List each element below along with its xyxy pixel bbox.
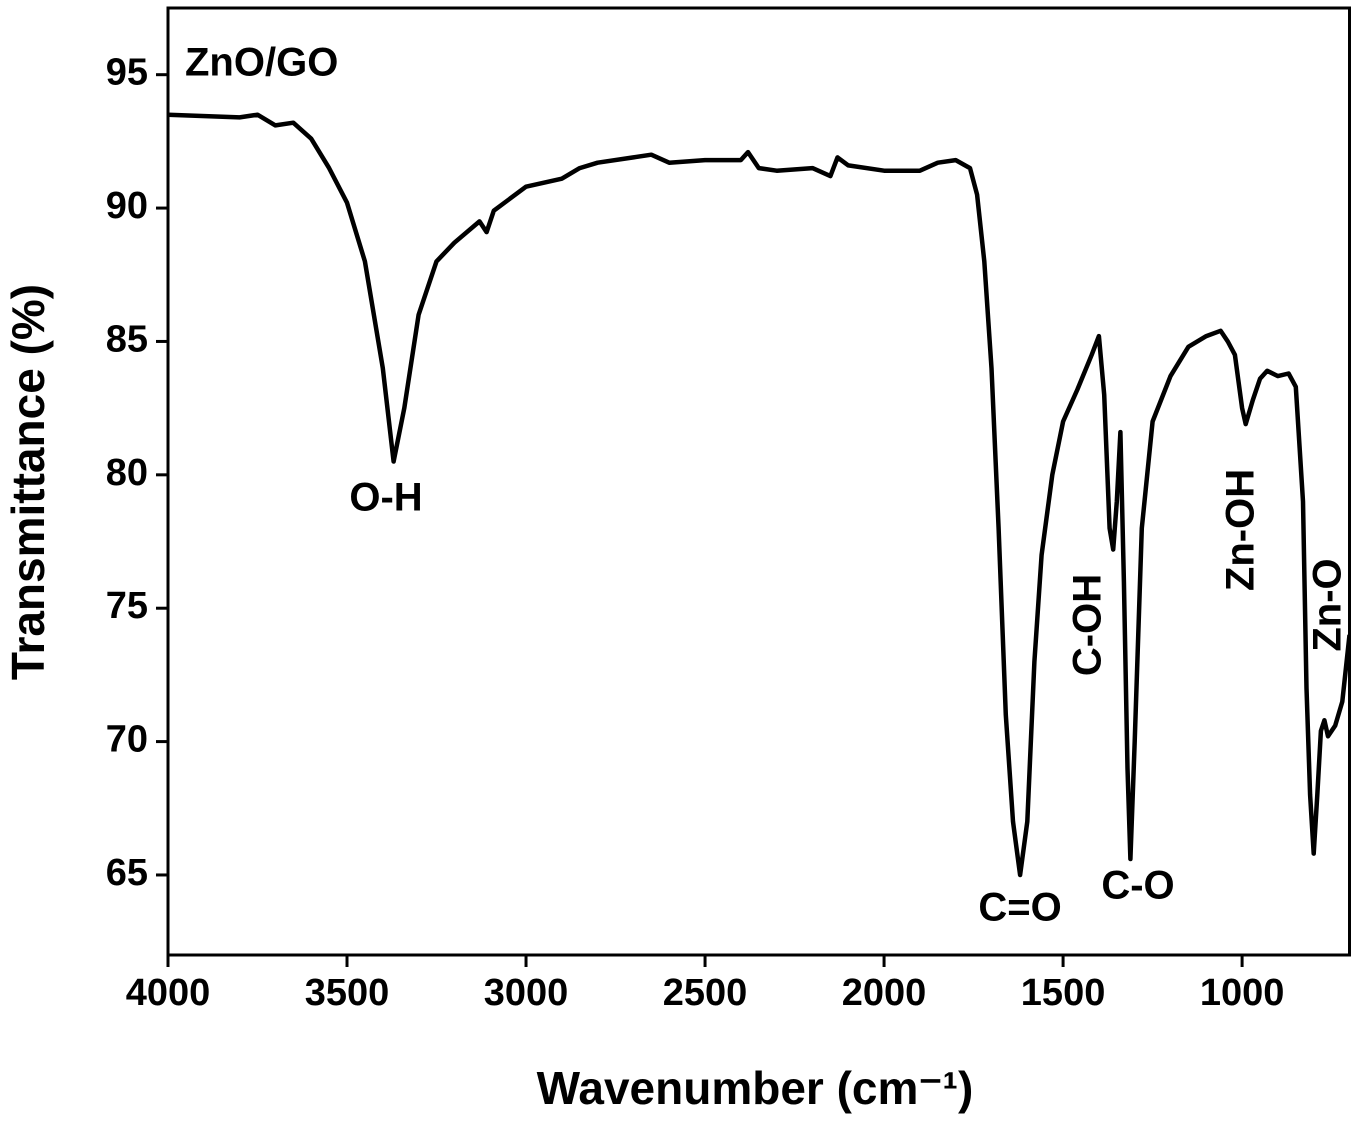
annotation: C-OH [1066,574,1110,676]
x-tick-label: 2500 [663,972,748,1014]
y-tick-label: 65 [106,852,148,894]
plot-frame [166,6,1351,957]
y-tick-label: 95 [106,52,148,94]
x-tick-label: 1000 [1200,972,1285,1014]
annotation: C=O [978,886,1061,930]
x-tick-label: 1500 [1021,972,1106,1014]
annotation: ZnO/GO [185,41,338,85]
annotation: C-O [1101,864,1174,908]
annotation: O-H [349,476,422,520]
y-tick-label: 90 [106,185,148,227]
x-axis-label: Wavenumber (cm⁻¹) [537,1062,974,1114]
x-tick-label: 4000 [126,972,211,1014]
annotation: Zn-O [1306,558,1350,651]
y-tick-label: 80 [106,452,148,494]
x-tick-label: 3000 [484,972,569,1014]
y-tick-label: 70 [106,719,148,761]
x-tick-label: 3500 [305,972,390,1014]
y-axis-label: Transmittance (%) [2,284,54,680]
y-tick-label: 75 [106,585,148,627]
spectrum-line [168,112,1350,878]
annotation: Zn-OH [1219,469,1263,591]
x-tick-label: 2000 [842,972,927,1014]
y-tick-label: 85 [106,318,148,360]
